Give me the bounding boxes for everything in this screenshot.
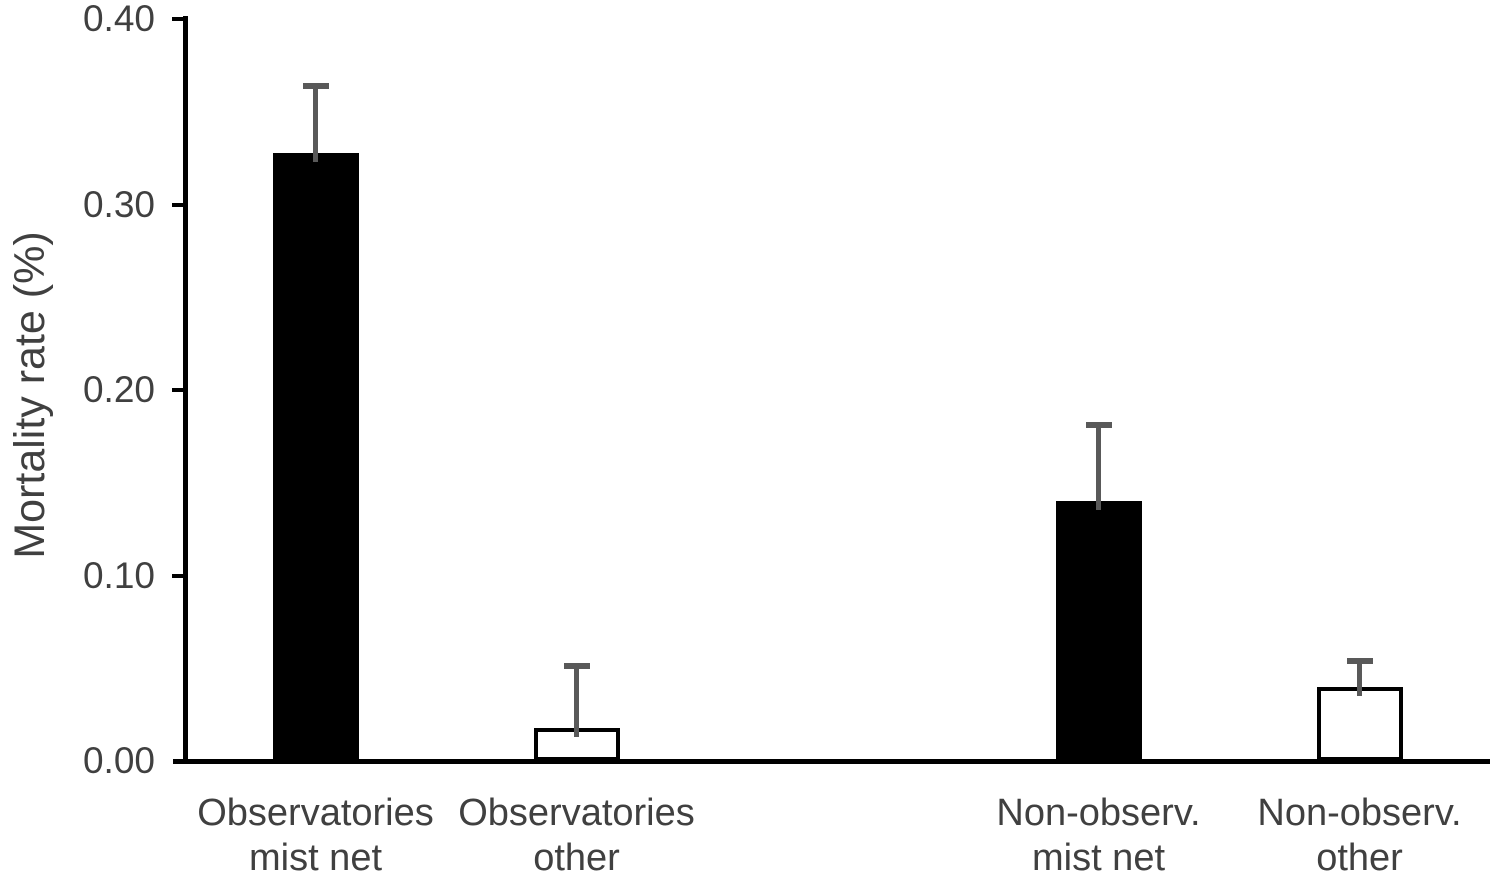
x-category-label-line: mist net <box>248 837 383 878</box>
x-category-label: Observatories mist net <box>146 791 486 878</box>
x-category-label-line: Non-observ. <box>996 792 1201 834</box>
x-category-label: Non-observ. mist net <box>929 791 1269 878</box>
y-tick-label: 0.10 <box>82 554 155 596</box>
x-category-label-line: other <box>533 837 620 878</box>
error-bar-cap <box>302 82 329 89</box>
bar-non-observ-other <box>1316 686 1403 761</box>
x-category-label: Non-observ. other <box>1190 791 1500 878</box>
y-tick-mark <box>172 17 185 21</box>
y-tick-label: 0.00 <box>82 740 155 781</box>
x-category-label-line: Non-observ. <box>1257 792 1462 834</box>
x-category-label-line: Observatories <box>458 792 695 834</box>
error-bar-whisker <box>1357 660 1362 696</box>
error-bar-cap <box>563 663 590 670</box>
x-category-label-line: Observatories <box>197 792 434 834</box>
x-category-label: Observatories other <box>407 791 747 878</box>
bar-non-observ-mist-net <box>1055 501 1142 761</box>
y-tick-label: 0.40 <box>82 0 155 39</box>
error-bar-cap <box>1346 657 1373 664</box>
y-tick-mark <box>172 202 185 207</box>
error-bar-cap <box>1085 422 1112 429</box>
error-bar-whisker <box>574 666 579 737</box>
x-axis-line <box>173 759 1490 764</box>
x-category-label-line: mist net <box>1031 837 1166 878</box>
y-tick-mark <box>172 388 185 392</box>
x-category-label-line: other <box>1316 837 1403 878</box>
y-tick-label: 0.20 <box>82 369 155 410</box>
y-tick-label: 0.30 <box>82 183 155 225</box>
y-axis-line <box>183 16 188 764</box>
bar-observatoriesmist-net <box>272 152 359 761</box>
y-tick-mark <box>172 573 185 578</box>
error-bar-whisker <box>1096 425 1101 511</box>
error-bar-whisker <box>313 85 318 162</box>
